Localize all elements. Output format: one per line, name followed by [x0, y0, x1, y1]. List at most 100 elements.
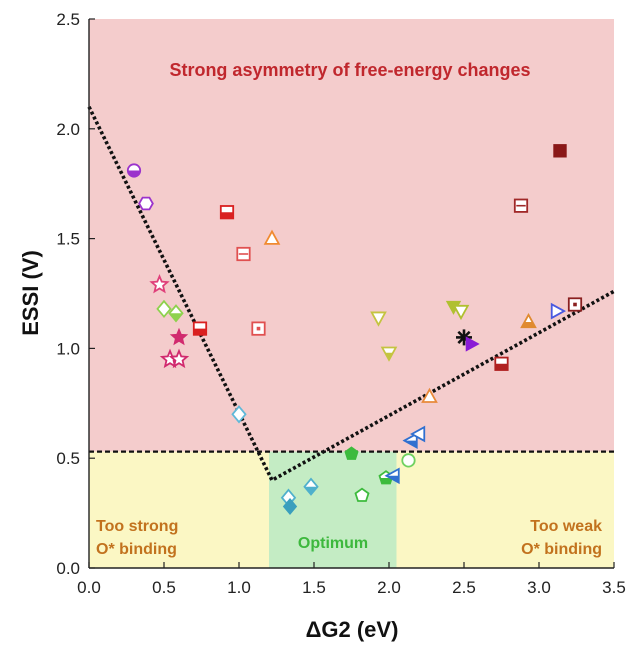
marker-outline — [520, 313, 537, 329]
y-tick-label: 1.5 — [56, 230, 80, 249]
marker-half-fill — [304, 486, 318, 495]
y-tick-label: 1.0 — [56, 339, 80, 358]
marker-half-fill — [220, 212, 234, 219]
data-point — [231, 405, 247, 424]
volcano-line — [87, 106, 615, 483]
data-points-layer — [126, 144, 583, 516]
data-point — [192, 321, 208, 336]
data-point — [168, 304, 184, 323]
marker-outline — [138, 196, 154, 211]
marker-outline — [380, 346, 398, 362]
x-axis-title: ΔG2 (eV) — [306, 617, 399, 642]
data-point — [402, 432, 418, 449]
strong-asymmetry-label: Strong asymmetry of free-energy changes — [169, 60, 530, 80]
marker-half-fill — [169, 313, 183, 322]
data-point — [236, 246, 251, 262]
data-point — [344, 446, 359, 460]
too-strong-label-line2: O* binding — [96, 541, 177, 558]
marker-filled — [465, 336, 480, 352]
x-tick-label: 2.5 — [452, 578, 476, 597]
x-tick-label: 3.5 — [602, 578, 626, 597]
marker-outline — [452, 304, 470, 321]
x-tick-label: 3.0 — [527, 578, 551, 597]
data-point — [219, 205, 235, 220]
data-point — [156, 299, 172, 319]
marker-outline — [149, 273, 170, 294]
marker-outline — [192, 321, 208, 336]
marker-half-fill — [380, 478, 392, 484]
marker-outline — [263, 229, 281, 245]
region-labels-layer: Strong asymmetry of free-energy changes … — [96, 60, 602, 558]
asterisk-stroke — [457, 330, 471, 344]
data-point — [168, 348, 190, 369]
marker-outline — [231, 405, 247, 424]
data-point — [370, 311, 387, 327]
marker-outline — [303, 477, 319, 496]
y-tick-label: 0.5 — [56, 449, 80, 468]
data-point — [421, 387, 438, 403]
x-tick-label: 1.0 — [227, 578, 251, 597]
data-point — [520, 313, 537, 329]
marker-outline — [550, 302, 566, 320]
strong-asymmetry-region — [89, 19, 614, 452]
marker-filled — [344, 446, 359, 460]
data-point — [410, 425, 426, 443]
marker-dot — [256, 326, 261, 331]
data-point — [354, 487, 370, 502]
marker-outline — [384, 467, 400, 485]
data-point — [251, 321, 266, 336]
data-point — [149, 273, 170, 294]
marker-outline — [354, 487, 370, 502]
data-point — [452, 304, 470, 321]
axes-layer: 0.0 0.5 1.0 1.5 2.0 2.5 3.0 3.5 0.0 0.5 1.0 1.5 2.0 2… — [56, 10, 625, 597]
x-tick-label: 0.5 — [152, 578, 176, 597]
data-point — [169, 327, 189, 346]
marker-outline — [168, 304, 184, 323]
data-point — [494, 356, 509, 371]
marker-filled — [169, 327, 189, 346]
marker-filled — [553, 144, 567, 158]
data-point — [303, 477, 319, 496]
data-point — [282, 497, 298, 516]
data-point — [263, 229, 281, 245]
y-tick-label: 2.0 — [56, 120, 80, 139]
optimum-label: Optimum — [298, 535, 368, 552]
marker-outline — [370, 311, 387, 327]
data-point — [384, 467, 400, 485]
too-weak-region — [396, 451, 614, 568]
too-weak-label-line1: Too weak — [530, 518, 602, 535]
marker-outline — [168, 348, 190, 369]
x-tick-label: 0.0 — [77, 578, 101, 597]
marker-dot — [573, 302, 577, 307]
data-point — [401, 453, 416, 468]
data-point — [553, 144, 567, 158]
data-point — [380, 346, 398, 362]
marker-half-fill — [495, 363, 508, 370]
marker-outline — [156, 299, 172, 319]
too-weak-label-line2: O* binding — [521, 541, 602, 558]
data-point — [513, 198, 529, 213]
too-strong-region — [89, 451, 269, 568]
marker-filled — [282, 497, 298, 516]
marker-half-fill — [193, 328, 207, 335]
marker-outline — [126, 163, 142, 178]
too-strong-label-line1: Too strong — [96, 518, 178, 535]
y-tick-label: 2.5 — [56, 10, 80, 29]
data-point — [550, 302, 566, 320]
marker-outline — [402, 432, 418, 449]
marker-half-fill — [521, 322, 536, 328]
marker-outline — [494, 356, 509, 371]
regions-layer — [89, 19, 614, 568]
marker-outline — [401, 453, 416, 468]
x-tick-label: 1.5 — [302, 578, 326, 597]
x-tick-label: 2.0 — [377, 578, 401, 597]
data-point — [138, 196, 154, 211]
lines-layer — [87, 106, 615, 483]
y-axis-title: ESSI (V) — [18, 250, 43, 336]
marker-outline — [421, 387, 438, 403]
marker-outline — [219, 205, 235, 220]
data-point — [567, 297, 583, 312]
data-point — [126, 163, 142, 178]
